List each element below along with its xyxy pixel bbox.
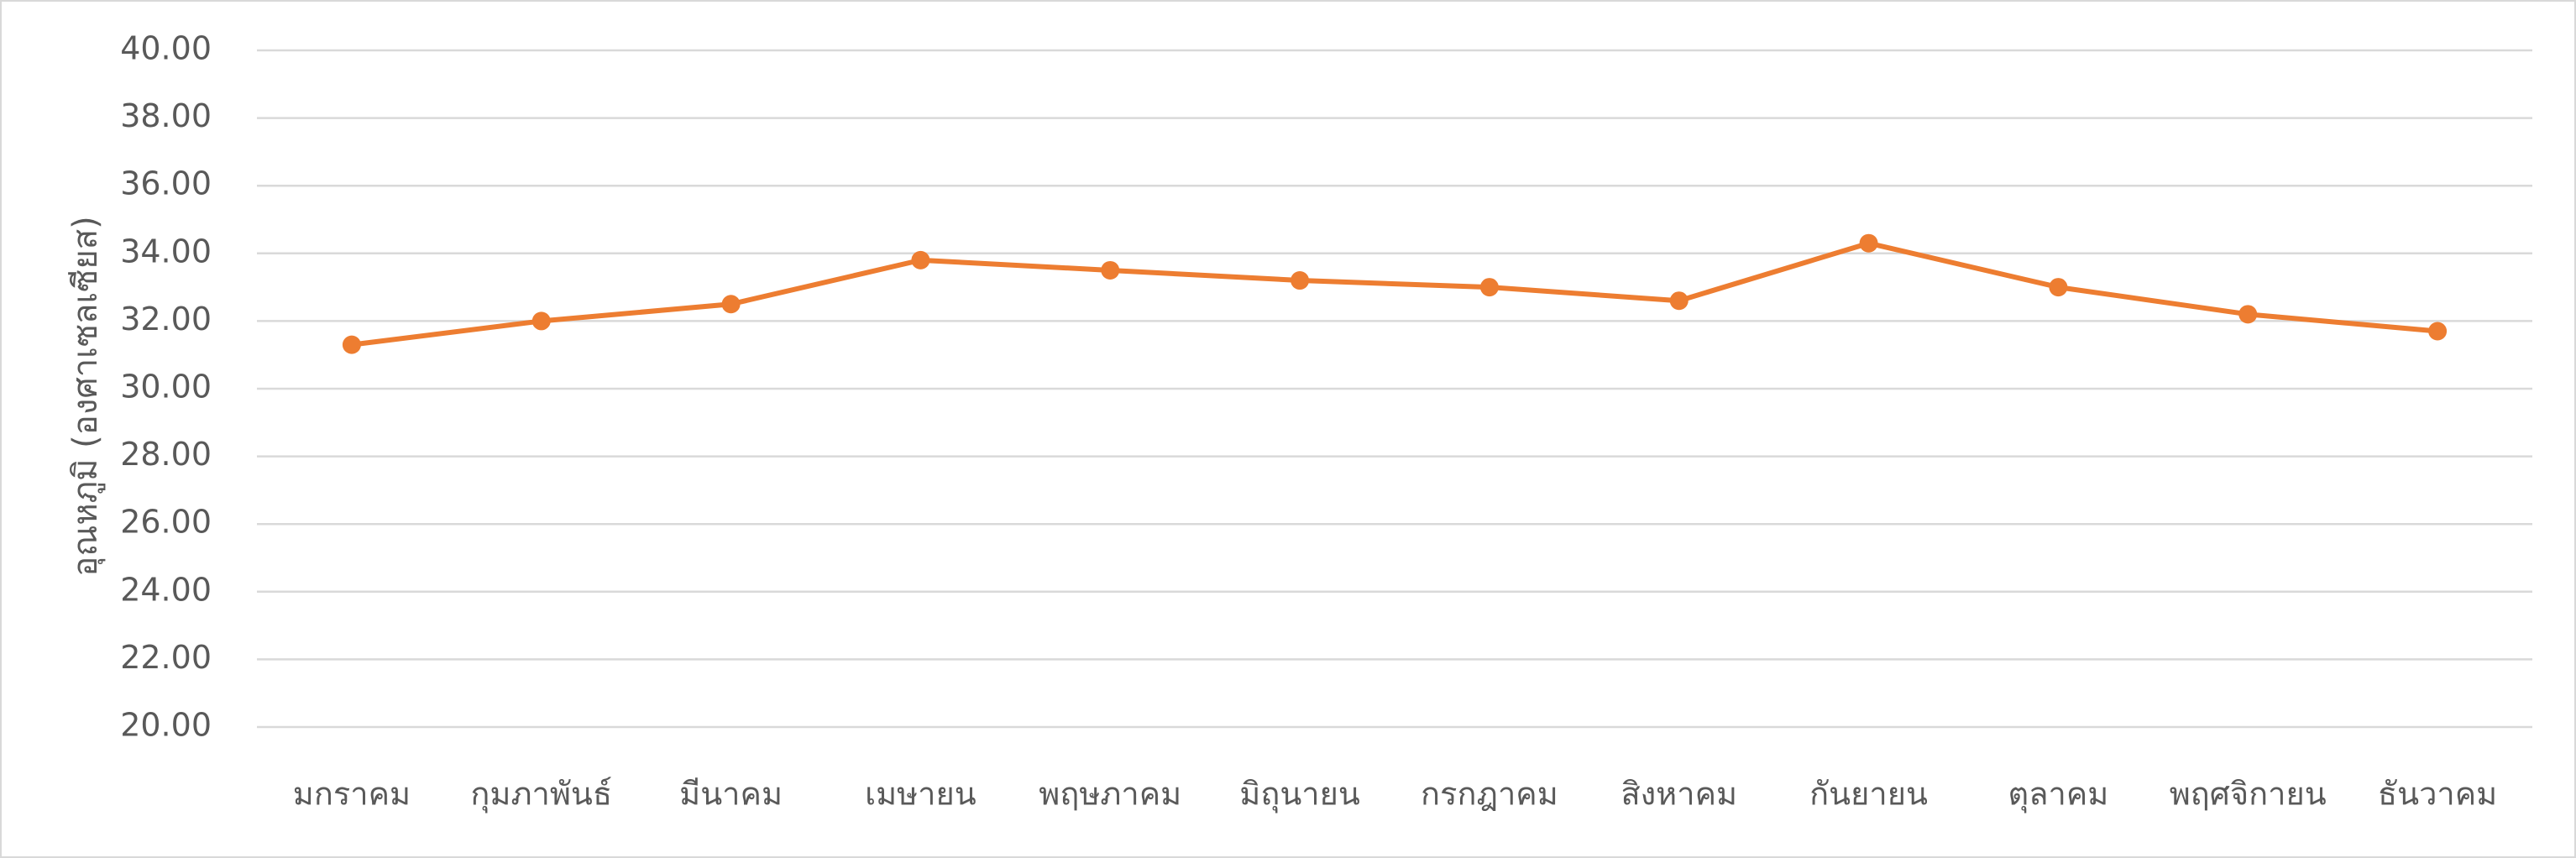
y-tick-label: 24.00 bbox=[120, 571, 212, 608]
x-tick-label: พฤษภาคม bbox=[1039, 776, 1181, 813]
data-point bbox=[911, 250, 930, 269]
x-tick-label: ธันวาคม bbox=[2378, 776, 2497, 813]
data-series bbox=[342, 233, 2448, 354]
y-tick-label: 36.00 bbox=[120, 165, 212, 202]
data-point bbox=[1859, 233, 1878, 253]
y-tick-label: 30.00 bbox=[120, 369, 212, 405]
data-point bbox=[1479, 278, 1499, 297]
y-tick-label: 20.00 bbox=[120, 707, 212, 744]
y-axis-tick-labels: 20.00 22.00 24.00 26.00 28.00 30.00 32.00 34.00… bbox=[120, 30, 212, 744]
data-point bbox=[1291, 271, 1310, 290]
y-tick-label: 26.00 bbox=[120, 504, 212, 541]
x-tick-label: มีนาคม bbox=[679, 776, 783, 813]
x-tick-label: เมษายน bbox=[865, 776, 976, 813]
x-tick-label: พฤศจิกายน bbox=[2170, 776, 2327, 813]
data-point bbox=[1101, 260, 1120, 280]
y-tick-label: 22.00 bbox=[120, 639, 212, 676]
x-tick-label: สิงหาคม bbox=[1620, 776, 1737, 813]
x-tick-label: กรกฎาคม bbox=[1421, 776, 1558, 813]
y-tick-label: 32.00 bbox=[120, 301, 212, 337]
x-tick-label: มกราคม bbox=[293, 776, 411, 813]
x-axis-tick-labels: มกราคม กุมภาพันธ์ มีนาคม เมษายน พฤษภาคม มิถุน… bbox=[293, 776, 2497, 814]
x-tick-label: ตุลาคม bbox=[2008, 776, 2109, 814]
y-tick-label: 40.00 bbox=[120, 30, 212, 67]
x-tick-label: กันยายน bbox=[1809, 776, 1928, 813]
data-point bbox=[342, 335, 361, 354]
data-point bbox=[1669, 291, 1689, 311]
y-axis-title: อุณหภูมิ (องศาเซลเซียส) bbox=[66, 216, 106, 577]
data-point bbox=[2428, 322, 2448, 341]
data-point bbox=[721, 295, 741, 314]
y-tick-label: 34.00 bbox=[120, 233, 212, 269]
data-point bbox=[2238, 305, 2258, 324]
data-point bbox=[2049, 278, 2068, 297]
y-tick-label: 28.00 bbox=[120, 436, 212, 473]
y-tick-label: 38.00 bbox=[120, 97, 212, 134]
data-point bbox=[531, 311, 551, 331]
gridlines bbox=[257, 49, 2532, 729]
x-tick-label: กุมภาพันธ์ bbox=[470, 776, 612, 814]
x-tick-label: มิถุนายน bbox=[1239, 776, 1360, 814]
series-line bbox=[348, 240, 2441, 348]
